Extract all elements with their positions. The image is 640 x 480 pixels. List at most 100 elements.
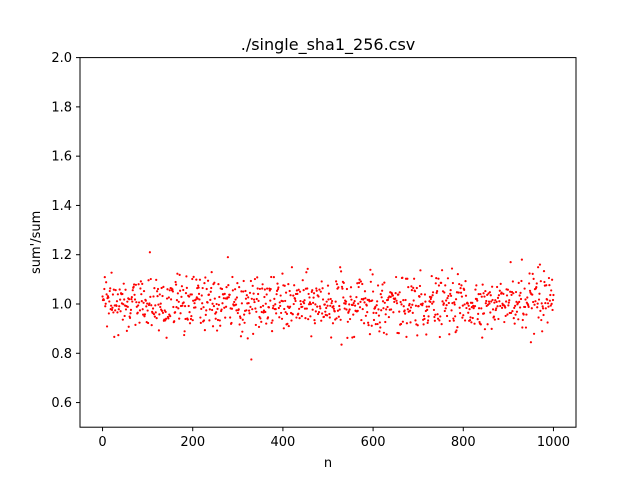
data-point (245, 294, 248, 297)
data-point (344, 300, 348, 303)
data-point (309, 315, 312, 318)
data-point (368, 300, 371, 303)
data-point (327, 298, 330, 301)
data-point (250, 297, 253, 300)
data-point (463, 319, 467, 322)
data-point (130, 298, 133, 301)
data-point (535, 282, 538, 285)
data-point (449, 292, 452, 295)
data-point (353, 335, 356, 338)
data-point (227, 296, 230, 299)
data-point (143, 315, 146, 318)
data-point (450, 294, 453, 297)
data-point (458, 282, 461, 286)
data-point (320, 280, 323, 283)
data-point (175, 306, 178, 309)
data-point (548, 284, 551, 287)
data-point (152, 295, 155, 298)
data-point (107, 312, 110, 315)
data-point (371, 299, 374, 302)
data-point (395, 299, 398, 302)
data-point (305, 307, 308, 310)
data-point (328, 312, 331, 316)
data-point (273, 297, 276, 300)
data-point (185, 275, 188, 278)
data-point (437, 277, 440, 280)
y-tick-label: 2.0 (51, 51, 72, 66)
data-point (267, 306, 271, 309)
data-point (110, 304, 113, 307)
data-point (167, 317, 170, 320)
data-point (464, 294, 468, 297)
data-point (304, 317, 307, 320)
data-point (118, 305, 121, 308)
data-point (489, 294, 492, 297)
data-point (209, 298, 212, 301)
data-point (112, 288, 115, 291)
data-point (348, 308, 351, 311)
data-point (531, 293, 534, 296)
data-point (357, 302, 360, 305)
data-point (159, 302, 162, 305)
data-point (266, 287, 269, 290)
data-point (220, 308, 223, 311)
data-point (321, 287, 324, 290)
data-point (119, 310, 122, 313)
data-point (129, 308, 133, 311)
data-point (204, 313, 207, 316)
data-point (263, 295, 266, 299)
data-point (398, 291, 401, 294)
data-point (530, 307, 533, 310)
data-point (158, 313, 161, 316)
data-point (379, 293, 382, 296)
data-point (165, 317, 168, 320)
data-point (537, 266, 540, 269)
data-point (377, 308, 380, 311)
data-point (401, 320, 404, 323)
data-point (366, 311, 369, 314)
data-point (247, 309, 251, 312)
data-point (147, 279, 150, 282)
data-point (434, 282, 437, 285)
data-point (551, 278, 554, 281)
data-point (174, 280, 177, 284)
data-point (298, 307, 301, 310)
data-point (536, 302, 539, 305)
data-point (352, 301, 355, 305)
data-point (215, 311, 218, 314)
data-point (200, 307, 203, 310)
data-point (314, 310, 317, 313)
data-point (109, 287, 112, 290)
data-point (197, 284, 200, 287)
data-point (240, 302, 243, 305)
data-point (254, 323, 257, 327)
data-point (404, 298, 407, 302)
data-point (123, 298, 126, 301)
data-point (468, 318, 472, 322)
data-point (202, 306, 205, 309)
data-point (422, 314, 426, 318)
data-point (293, 284, 296, 287)
data-point (344, 302, 347, 305)
data-point (532, 300, 535, 304)
data-point (391, 294, 395, 297)
data-point (362, 322, 366, 325)
data-point (216, 307, 219, 310)
data-point (378, 330, 381, 333)
data-point (504, 306, 507, 309)
data-point (235, 309, 238, 312)
data-point (546, 298, 549, 301)
data-point (514, 304, 517, 307)
data-point (353, 300, 356, 303)
data-point (281, 300, 285, 303)
data-point (551, 308, 554, 312)
data-point (327, 292, 330, 295)
data-point (258, 287, 262, 291)
data-point (356, 309, 359, 312)
data-point (544, 307, 547, 310)
data-point (350, 298, 353, 301)
data-point (507, 301, 510, 304)
data-point (312, 292, 316, 295)
data-point (210, 271, 213, 274)
